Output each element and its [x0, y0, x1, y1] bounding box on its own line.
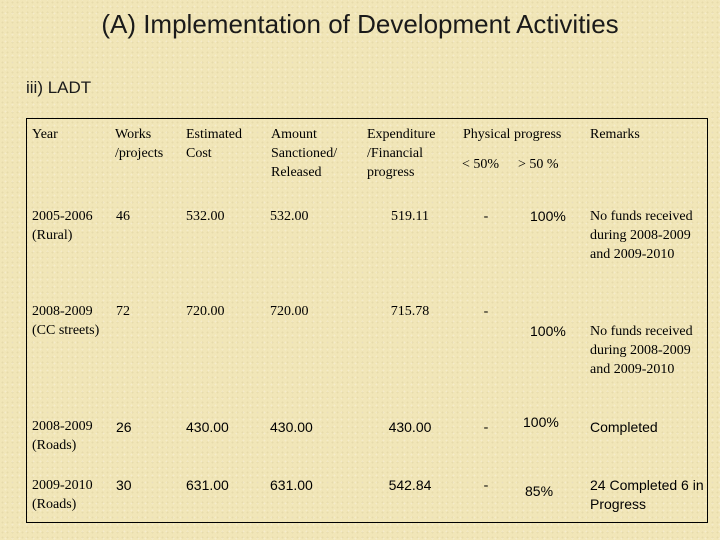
- cell-amount-sanctioned: 430.00: [270, 419, 313, 435]
- header-less-than-50: < 50%: [462, 157, 500, 172]
- cell-works: 46: [116, 209, 130, 224]
- cell-year: 2005-2006 (Rural): [32, 209, 93, 243]
- cell-less-than-50: -: [483, 420, 489, 435]
- section-subtitle: iii) LADT: [26, 78, 92, 97]
- cell-works: 26: [116, 419, 132, 435]
- activities-table: [26, 118, 708, 523]
- cell-works: 72: [116, 304, 130, 319]
- cell-less-than-50: -: [483, 304, 489, 319]
- cell-less-than-50: -: [483, 478, 489, 493]
- cell-estimated-cost: 631.00: [186, 477, 229, 493]
- header-amount-sanctioned: Amount Sanctioned/ Released: [271, 127, 338, 180]
- cell-year: 2008-2009 (Roads): [32, 419, 93, 453]
- cell-estimated-cost: 720.00: [186, 304, 225, 319]
- header-estimated-cost: Estimated Cost: [186, 127, 242, 161]
- page-title: (A) Implementation of Development Activi…: [101, 9, 619, 39]
- header-expenditure: Expenditure /Financial progress: [367, 127, 436, 180]
- cell-estimated-cost: 532.00: [186, 209, 225, 224]
- cell-year: 2009-2010 (Roads): [32, 478, 93, 512]
- cell-remarks: No funds received during 2008-2009 and 2…: [590, 209, 693, 262]
- header-physical-progress: Physical progress: [463, 127, 562, 142]
- cell-works: 30: [116, 477, 132, 493]
- cell-amount-sanctioned: 720.00: [270, 304, 309, 319]
- header-works: Works /projects: [115, 127, 164, 161]
- cell-less-than-50: -: [483, 209, 489, 224]
- cell-amount-sanctioned: 631.00: [270, 477, 313, 493]
- cell-amount-sanctioned: 532.00: [270, 209, 309, 224]
- cell-year: 2008-2009 (CC streets): [32, 304, 100, 338]
- cell-greater-than-50: 100%: [523, 414, 559, 430]
- cell-greater-than-50: 100%: [530, 323, 566, 339]
- header-greater-than-50: > 50 %: [518, 157, 559, 172]
- header-year: Year: [32, 127, 58, 142]
- cell-expenditure: 715.78: [390, 304, 430, 319]
- cell-remarks: 24 Completed 6 in Progress: [590, 477, 704, 512]
- cell-expenditure: 430.00: [388, 419, 432, 435]
- cell-remarks: No funds received during 2008-2009 and 2…: [590, 324, 693, 377]
- cell-greater-than-50: 85%: [525, 483, 554, 499]
- cell-estimated-cost: 430.00: [186, 419, 229, 435]
- cell-expenditure: 542.84: [388, 477, 432, 493]
- header-remarks: Remarks: [590, 127, 640, 142]
- cell-greater-than-50: 100%: [530, 208, 566, 224]
- cell-expenditure: 519.11: [391, 209, 429, 224]
- cell-remarks: Completed: [590, 419, 658, 435]
